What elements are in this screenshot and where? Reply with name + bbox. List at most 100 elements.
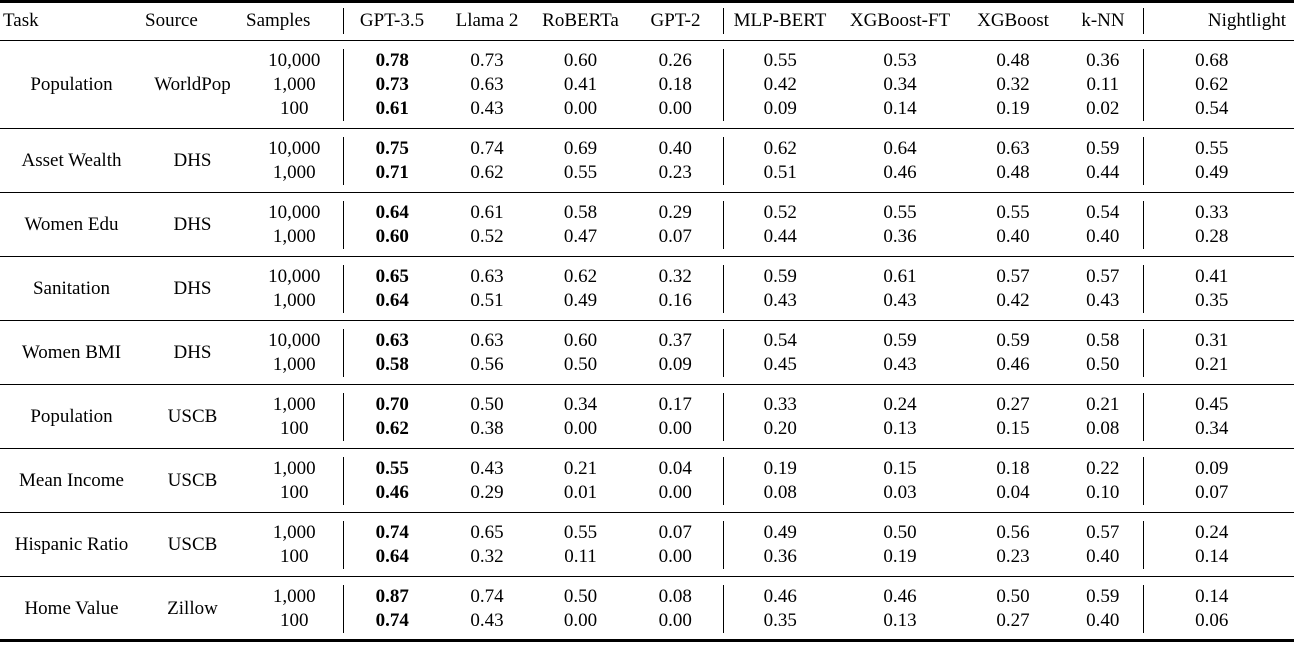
value-cell-k-nn: 0.58 (1086, 329, 1120, 351)
value-cell-mlp-bert: 0.44 (722, 224, 837, 249)
value-cell-nightlight: 0.21 (1142, 352, 1294, 377)
group-bottom-spacer (0, 185, 1294, 193)
column-header-xgboost-ft: XGBoost-FT (837, 1, 963, 41)
value-cell-mlp-bert: 0.09 (722, 96, 837, 121)
value-cell-gpt-3.5: 0.55 (342, 456, 441, 481)
value-cell-llama-2: 0.61 (470, 201, 504, 223)
task-cell: Home Value (24, 597, 119, 619)
value-cell-mlp-bert: 0.54 (722, 328, 837, 353)
group-bottom-spacer-cell (0, 505, 1294, 513)
group-bottom-spacer (0, 505, 1294, 513)
value-cell-xgboost: 0.46 (996, 353, 1030, 375)
table-group: Population USCB 1,000 0.70 0.50 0.34 0.17 0.33 0… (0, 384, 1294, 449)
value-cell-xgboost-ft: 0.46 (883, 585, 917, 607)
group-bottom-spacer-cell (0, 441, 1294, 449)
value-cell-k-nn: 0.02 (1086, 97, 1120, 119)
value-cell-llama-2: 0.43 (470, 97, 504, 119)
table-row: Population WorldPop 10,000 0.78 0.73 0.60 0.26… (0, 48, 1294, 95)
value-cell-k-nn: 0.54 (1086, 201, 1120, 223)
column-header-samples: Samples (240, 1, 343, 41)
value-cell-xgboost: 0.57 (996, 265, 1030, 287)
group-divider-cell (0, 576, 1294, 585)
value-cell-llama-2: 0.74 (470, 585, 504, 607)
value-cell-gpt-2: 0.09 (658, 353, 692, 375)
table-row: 1,000 0.58 0.56 0.50 0.09 0.45 0.43 0.46 0.50 0.2… (0, 352, 1294, 377)
task-cell: Population (30, 405, 113, 427)
group-divider-rule (0, 192, 1294, 201)
value-cell-xgboost: 0.27 (996, 393, 1030, 415)
value-cell-gpt-2: 0.00 (658, 481, 692, 503)
value-cell-gpt-3.5: 0.46 (342, 480, 441, 505)
value-cell-xgboost: 0.55 (996, 201, 1030, 223)
samples-cell: 1,000 (272, 393, 316, 415)
table-row: Women BMI DHS 10,000 0.63 0.63 0.60 0.37 0.54 0.… (0, 328, 1294, 363)
group-bottom-spacer (0, 633, 1294, 641)
value-cell-xgboost-ft: 0.24 (883, 393, 917, 415)
value-cell-nightlight: 0.07 (1142, 480, 1294, 505)
value-cell-xgboost-ft: 0.50 (883, 521, 917, 543)
value-cell-nightlight: 0.68 (1142, 48, 1294, 73)
value-cell-xgboost-ft: 0.15 (883, 457, 917, 479)
source-cell: DHS (173, 213, 212, 235)
value-cell-xgboost-ft: 0.13 (883, 417, 917, 439)
value-cell-llama-2: 0.63 (470, 265, 504, 287)
value-cell-gpt-2: 0.29 (658, 201, 692, 223)
value-cell-gpt-3.5: 0.65 (342, 264, 441, 289)
value-cell-gpt-3.5: 0.71 (342, 160, 441, 185)
samples-cell: 10,000 (268, 49, 321, 71)
table-row: Women Edu DHS 10,000 0.64 0.61 0.58 0.29 0.52 0.… (0, 200, 1294, 235)
table-row: 100 0.64 0.32 0.11 0.00 0.36 0.19 0.23 0.40 0.14 (0, 544, 1294, 569)
table-row: 1,000 0.73 0.63 0.41 0.18 0.42 0.34 0.32 0.11 0.6… (0, 72, 1294, 97)
value-cell-gpt-2: 0.16 (658, 289, 692, 311)
table-row: Mean Income USCB 1,000 0.55 0.43 0.21 0.04 0.19… (0, 456, 1294, 491)
samples-cell: 1,000 (272, 161, 316, 183)
group-divider-rule (0, 384, 1294, 393)
value-cell-roberta: 0.50 (563, 585, 598, 607)
value-cell-llama-2: 0.50 (470, 393, 504, 415)
value-cell-mlp-bert: 0.62 (722, 136, 837, 161)
table-row: Hispanic Ratio USCB 1,000 0.74 0.65 0.55 0.07 0… (0, 520, 1294, 555)
value-cell-xgboost: 0.42 (996, 289, 1030, 311)
value-cell-llama-2: 0.62 (470, 161, 504, 183)
value-cell-gpt-2: 0.00 (658, 545, 692, 567)
value-cell-llama-2: 0.38 (470, 417, 504, 439)
table-row: 100 0.61 0.43 0.00 0.00 0.09 0.14 0.19 0.02 0.54 (0, 96, 1294, 121)
task-cell: Population (30, 73, 113, 95)
source-cell: USCB (167, 533, 218, 555)
value-cell-mlp-bert: 0.49 (722, 520, 837, 545)
value-cell-roberta: 0.47 (563, 225, 598, 247)
value-cell-xgboost: 0.56 (996, 521, 1030, 543)
samples-cell: 100 (280, 609, 309, 631)
value-cell-gpt-2: 0.26 (658, 49, 692, 71)
group-bottom-spacer-cell (0, 377, 1294, 385)
column-header-xgboost: XGBoost (963, 1, 1063, 41)
value-cell-gpt-2: 0.23 (658, 161, 692, 183)
value-cell-xgboost-ft: 0.19 (883, 545, 917, 567)
value-cell-mlp-bert: 0.43 (722, 288, 837, 313)
value-cell-mlp-bert: 0.55 (722, 48, 837, 73)
table-group: Women BMI DHS 10,000 0.63 0.63 0.60 0.37 0.54 0.… (0, 320, 1294, 385)
value-cell-gpt-3.5: 0.64 (342, 288, 441, 313)
samples-cell: 1,000 (272, 521, 316, 543)
value-cell-xgboost-ft: 0.64 (883, 137, 917, 159)
value-cell-nightlight: 0.14 (1142, 544, 1294, 569)
group-divider-cell (0, 40, 1294, 49)
samples-cell: 100 (280, 481, 309, 503)
table-row: 1,000 0.71 0.62 0.55 0.23 0.51 0.46 0.48 0.44 0.4… (0, 160, 1294, 185)
value-cell-llama-2: 0.52 (470, 225, 504, 247)
value-cell-xgboost-ft: 0.14 (883, 97, 917, 119)
value-cell-k-nn: 0.43 (1086, 289, 1120, 311)
group-divider-cell (0, 256, 1294, 265)
value-cell-gpt-3.5: 0.62 (342, 416, 441, 441)
group-bottom-spacer-cell (0, 569, 1294, 577)
column-header-source: Source (140, 1, 240, 41)
value-cell-roberta: 0.21 (563, 457, 598, 479)
samples-cell: 100 (280, 97, 309, 119)
value-cell-mlp-bert: 0.52 (722, 200, 837, 225)
table-row: Asset Wealth DHS 10,000 0.75 0.74 0.69 0.40 0.6… (0, 136, 1294, 171)
value-cell-xgboost: 0.48 (996, 161, 1030, 183)
source-cell: USCB (167, 469, 218, 491)
value-cell-xgboost: 0.19 (996, 97, 1030, 119)
header-row: Task Source Samples GPT-3.5 Llama 2 RoBE… (0, 1, 1294, 41)
value-cell-nightlight: 0.33 (1142, 200, 1294, 225)
